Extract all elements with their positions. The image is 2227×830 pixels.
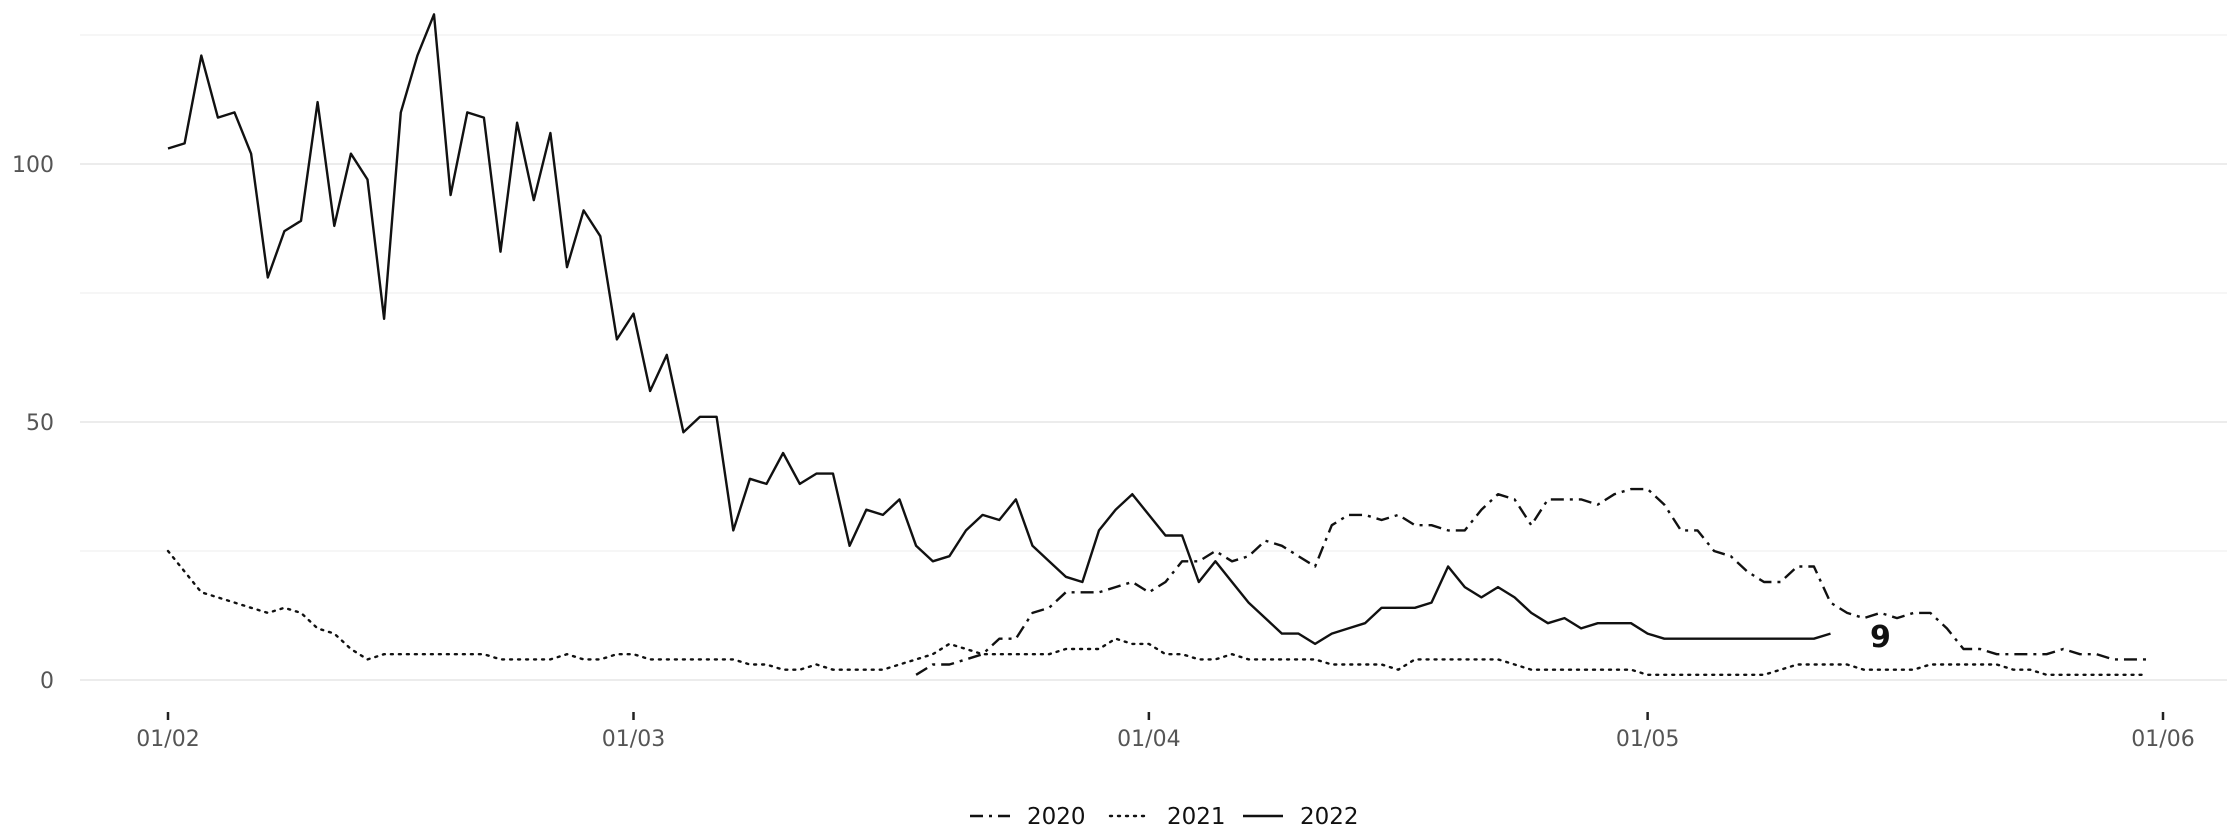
annotations: 9 [1870, 620, 1891, 655]
x-axis: 01/02 01/03 01/04 01/05 01/06 [136, 712, 2195, 752]
y-axis: 0 50 100 [12, 153, 54, 694]
y-tick-label: 50 [26, 411, 54, 436]
x-tick-label: 01/02 [136, 727, 199, 752]
legend-label-2020: 2020 [1027, 804, 1086, 830]
legend: 2020 2021 2022 [970, 804, 1359, 830]
y-tick-label: 100 [12, 153, 54, 178]
series-line-2020 [915, 487, 2147, 676]
x-tick-label: 01/05 [1616, 727, 1679, 752]
legend-label-2022: 2022 [1300, 804, 1359, 830]
data-annotation: 9 [1870, 620, 1891, 655]
grid-lines [80, 34, 2227, 681]
x-tick-label: 01/03 [602, 727, 665, 752]
y-tick-label: 0 [40, 669, 54, 694]
series-lines [166, 13, 2148, 676]
x-tick-label: 01/04 [1117, 727, 1180, 752]
x-tick-label: 01/06 [2131, 727, 2194, 752]
series-line-2022 [167, 13, 1831, 646]
legend-label-2021: 2021 [1167, 804, 1226, 830]
series-line-2021 [166, 549, 2148, 676]
